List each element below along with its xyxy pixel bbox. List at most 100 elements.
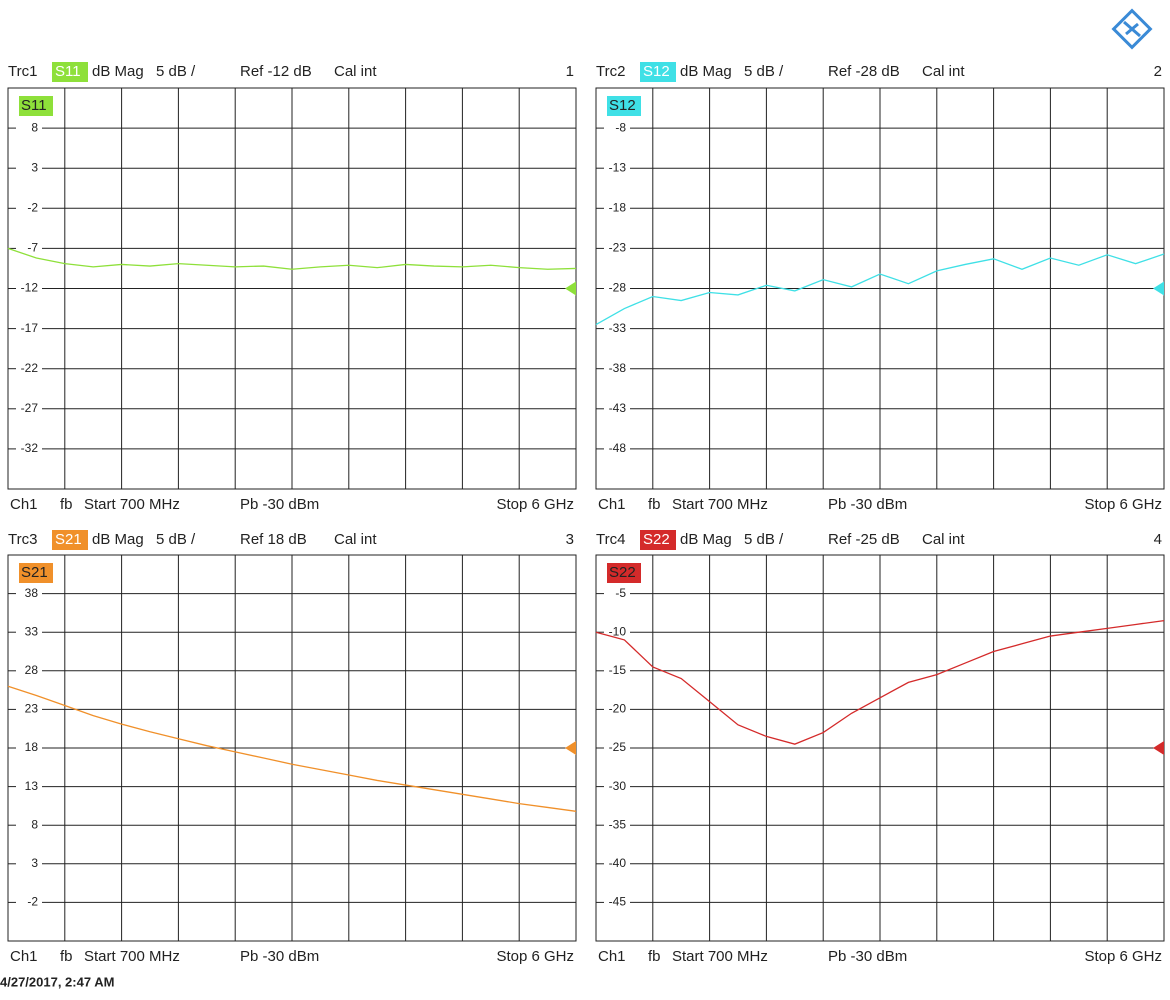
start-frequency: Start 700 MHz — [672, 496, 768, 513]
trace-swatch — [52, 62, 88, 82]
power: Pb -30 dBm — [240, 948, 319, 965]
start-frequency: Start 700 MHz — [672, 948, 768, 965]
scale: 5 dB / — [744, 63, 784, 80]
channel: Ch1 — [10, 948, 38, 965]
y-tick-label: 13 — [25, 779, 39, 793]
y-tick-label: -30 — [609, 779, 627, 793]
timestamp: 4/27/2017, 2:47 AM — [0, 974, 114, 989]
trace-id: Trc2 — [596, 63, 625, 80]
reference-marker — [565, 281, 576, 296]
y-tick-label: -48 — [609, 441, 627, 455]
format: dB Mag — [680, 531, 732, 548]
trace-line — [7, 247, 577, 270]
channel: Ch1 — [10, 496, 38, 513]
trace-swatch — [640, 530, 676, 550]
reference-label: Ref -28 dB — [828, 63, 900, 80]
trace-label: S22 — [609, 564, 636, 581]
y-tick-label: -28 — [609, 281, 627, 295]
y-tick-label: 18 — [25, 740, 39, 754]
logo-mark — [1123, 20, 1141, 38]
scale: 5 dB / — [744, 531, 784, 548]
panel-number: 2 — [1154, 63, 1162, 80]
y-tick-label: 33 — [25, 624, 39, 638]
y-tick-label: -10 — [609, 624, 627, 638]
panel-number: 1 — [566, 63, 574, 80]
sweep-mode: fb — [648, 496, 661, 513]
trace-id: Trc1 — [8, 63, 37, 80]
stop-frequency: Stop 6 GHz — [496, 948, 574, 965]
y-tick-label: -43 — [609, 401, 627, 415]
y-tick-label: -2 — [27, 895, 38, 909]
y-tick-label: -32 — [21, 441, 39, 455]
panel-number: 3 — [566, 531, 574, 548]
y-tick-label: -5 — [615, 586, 626, 600]
trace-label-box — [607, 563, 641, 583]
trace-label: S11 — [21, 97, 47, 114]
channel: Ch1 — [598, 948, 626, 965]
reference-marker — [1153, 741, 1164, 755]
reference-label: Ref -25 dB — [828, 531, 900, 548]
y-tick-label: 38 — [25, 586, 39, 600]
y-tick-label: 3 — [31, 856, 38, 870]
y-tick-label: -20 — [609, 702, 627, 716]
trace-line — [595, 619, 1165, 745]
stop-frequency: Stop 6 GHz — [1084, 948, 1162, 965]
trace-label: S12 — [609, 97, 636, 114]
trace-label-box — [607, 96, 641, 116]
y-tick-label: -13 — [609, 160, 627, 174]
reference-marker — [565, 741, 576, 755]
calibration: Cal int — [334, 531, 377, 548]
power: Pb -30 dBm — [240, 496, 319, 513]
y-tick-label: -2 — [27, 200, 38, 214]
trace-label-box — [19, 96, 53, 116]
y-tick-label: 23 — [25, 702, 39, 716]
trace-line — [595, 253, 1165, 326]
power: Pb -30 dBm — [828, 496, 907, 513]
stop-frequency: Stop 6 GHz — [496, 496, 574, 513]
y-tick-label: -18 — [609, 200, 627, 214]
y-tick-label: -23 — [609, 241, 627, 255]
trace-line — [7, 685, 577, 812]
calibration: Cal int — [922, 531, 965, 548]
logo — [1111, 8, 1153, 50]
trace-label-box — [19, 563, 53, 583]
scale: 5 dB / — [156, 531, 196, 548]
start-frequency: Start 700 MHz — [84, 948, 180, 965]
y-tick-label: -25 — [609, 740, 627, 754]
y-tick-label: -12 — [21, 281, 39, 295]
y-tick-label: -7 — [27, 241, 38, 255]
y-tick-label: 28 — [25, 663, 39, 677]
reference-label: Ref 18 dB — [240, 531, 307, 548]
scale: 5 dB / — [156, 63, 196, 80]
trace-label: S21 — [21, 564, 48, 581]
sweep-mode: fb — [648, 948, 661, 965]
power: Pb -30 dBm — [828, 948, 907, 965]
calibration: Cal int — [334, 63, 377, 80]
trace-name: S21 — [55, 531, 82, 548]
sweep-mode: fb — [60, 496, 73, 513]
y-tick-label: -15 — [609, 663, 627, 677]
y-tick-label: 8 — [31, 120, 38, 134]
panel-number: 4 — [1154, 531, 1162, 548]
channel: Ch1 — [598, 496, 626, 513]
sweep-mode: fb — [60, 948, 73, 965]
trace-id: Trc3 — [8, 531, 37, 548]
y-tick-label: 3 — [31, 160, 38, 174]
calibration: Cal int — [922, 63, 965, 80]
y-tick-label: -22 — [21, 361, 39, 375]
y-tick-label: -33 — [609, 321, 627, 335]
format: dB Mag — [92, 531, 144, 548]
y-tick-label: -35 — [609, 817, 627, 831]
start-frequency: Start 700 MHz — [84, 496, 180, 513]
y-tick-label: 8 — [31, 817, 38, 831]
y-tick-label: -40 — [609, 856, 627, 870]
format: dB Mag — [92, 63, 144, 80]
y-tick-label: -8 — [615, 120, 626, 134]
reference-marker — [1153, 281, 1164, 296]
trace-swatch — [52, 530, 88, 550]
format: dB Mag — [680, 63, 732, 80]
y-tick-label: -27 — [21, 401, 39, 415]
trace-id: Trc4 — [596, 531, 625, 548]
trace-name: S11 — [55, 63, 81, 80]
